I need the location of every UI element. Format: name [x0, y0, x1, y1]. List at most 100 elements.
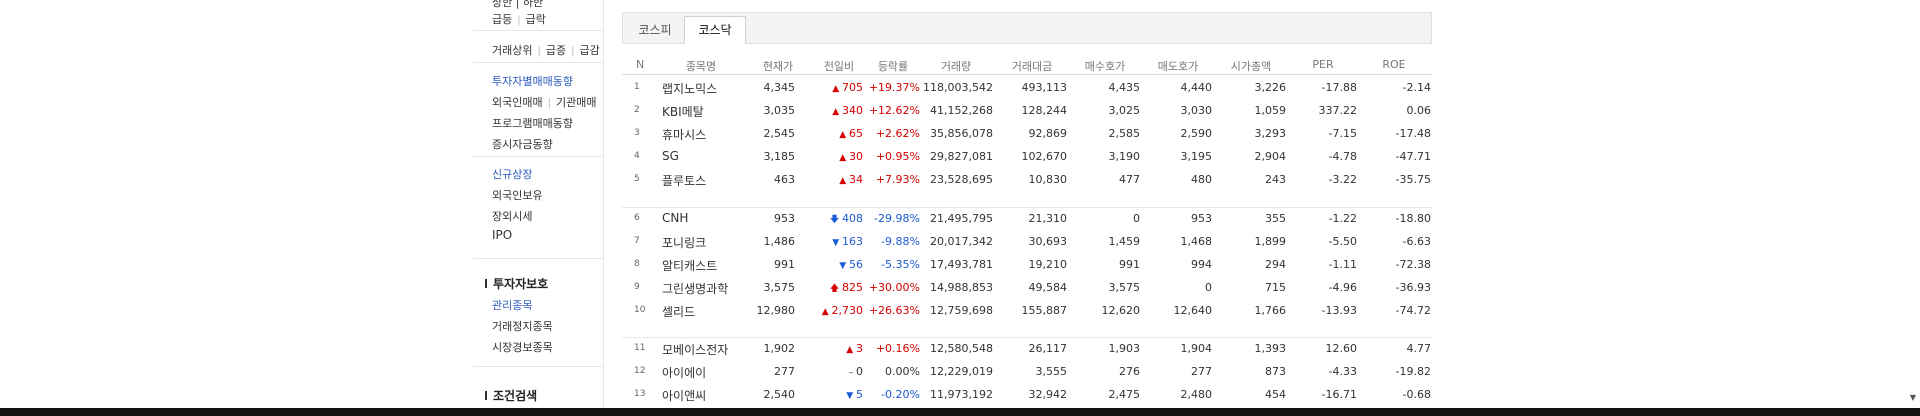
cell-row-number: 4	[634, 151, 640, 161]
cell-stock-name[interactable]: 휴마시스	[662, 128, 707, 142]
cell-stock-name[interactable]: CNH	[662, 211, 689, 225]
cell-per: 337.22	[1318, 104, 1358, 117]
column-header-trade-amount[interactable]: 거래대금	[1011, 60, 1053, 73]
cell-stock-name[interactable]: 알티캐스트	[662, 259, 718, 273]
cell-change-rate: -29.98%	[874, 212, 920, 225]
sidebar-item-investor-trade[interactable]: 투자자별매매동향	[492, 75, 573, 88]
cell-stock-name[interactable]: 셀리드	[662, 305, 696, 319]
sidebar-item-halted[interactable]: 거래정지종목	[492, 320, 553, 333]
cell-volume: 12,229,019	[930, 365, 993, 378]
cell-roe: 0.06	[1406, 104, 1432, 117]
column-header-per[interactable]: PER	[1312, 58, 1334, 71]
column-header-change[interactable]: 전일비	[823, 60, 855, 73]
up-arrow-icon: ▲	[832, 84, 842, 94]
cell-trade-amount: 10,830	[1028, 173, 1068, 186]
cell-stock-name[interactable]: 플루토스	[662, 174, 707, 188]
cell-change-rate: +7.93%	[875, 173, 920, 186]
cell-per: -3.22	[1328, 173, 1357, 186]
cell-change: ▼ 5	[846, 388, 863, 401]
sidebar-item-plunge[interactable]: 급락	[525, 13, 546, 26]
cell-row-number: 7	[634, 236, 640, 246]
column-header-stock-name[interactable]: 종목명	[685, 60, 717, 73]
cell-bid-price: 991	[1119, 258, 1140, 271]
up-arrow-icon: ▲	[832, 107, 842, 117]
sidebar-item-funds[interactable]: 증시자금동향	[492, 138, 553, 151]
sidebar-item-managed[interactable]: 관리종목	[492, 299, 533, 312]
cell-per: 12.60	[1325, 342, 1358, 355]
cell-stock-name[interactable]: 그린생명과학	[662, 282, 729, 296]
cell-stock-name[interactable]: KBI메탈	[662, 105, 704, 119]
column-header-bid-price[interactable]: 매수호가	[1084, 60, 1126, 73]
cell-volume: 41,152,268	[930, 104, 993, 117]
left-sidebar: 상한 | 하한 급등 | 급락 거래상위 | 급증 | 급감 투자자별매매동향 외국인매매 |…	[473, 0, 604, 416]
cell-trade-amount: 3,555	[1035, 365, 1068, 378]
cell-change: ▲ 705	[832, 81, 863, 94]
cell-row-number: 11	[634, 343, 646, 353]
cell-bid-price: 276	[1119, 365, 1140, 378]
cell-current-price: 953	[774, 212, 795, 225]
column-header-row-number[interactable]: N	[636, 58, 645, 71]
column-header-change-rate[interactable]: 등락률	[877, 60, 909, 73]
cell-current-price: 1,902	[763, 342, 796, 355]
cell-stock-name[interactable]: 랩지노믹스	[662, 82, 718, 96]
scroll-down-icon[interactable]: ▼	[1909, 393, 1916, 402]
cell-per: -1.11	[1328, 258, 1357, 271]
cell-volume: 118,003,542	[923, 81, 993, 94]
cell-ask-price: 3,195	[1180, 150, 1213, 163]
taskbar	[0, 408, 1920, 416]
cell-stock-name[interactable]: 모베이스전자	[662, 343, 729, 357]
sidebar-item-foreign-hold[interactable]: 외국인보유	[492, 189, 543, 202]
change-value: 0	[856, 365, 863, 378]
sidebar-item-surge[interactable]: 급등	[492, 13, 513, 26]
sidebar-item-program[interactable]: 프로그램매매동향	[492, 117, 573, 130]
change-value: 2,730	[831, 304, 864, 317]
sidebar-volume-group: 거래상위 | 급증 | 급감	[492, 44, 600, 57]
cell-current-price: 991	[774, 258, 795, 271]
tab-kospi[interactable]: 코스피	[638, 23, 672, 37]
sidebar-divider	[473, 156, 603, 157]
cell-change-rate: +0.95%	[875, 150, 920, 163]
cell-current-price: 3,185	[763, 150, 796, 163]
sidebar-heading-search: 조건검색	[485, 387, 537, 404]
sidebar-item-volume-top[interactable]: 거래상위	[492, 44, 533, 57]
column-header-ask-price[interactable]: 매도호가	[1157, 60, 1199, 73]
cell-stock-name[interactable]: 아이앤씨	[662, 389, 707, 403]
cell-bid-price: 2,585	[1108, 127, 1141, 140]
cell-stock-name[interactable]: 아이에이	[662, 366, 707, 380]
sidebar-item-ipo[interactable]: IPO	[492, 228, 513, 242]
cell-volume: 23,528,695	[930, 173, 993, 186]
cell-stock-name[interactable]: 포니링크	[662, 236, 707, 250]
cell-trade-amount: 102,670	[1021, 150, 1068, 163]
cell-trade-amount: 26,117	[1028, 342, 1068, 355]
cell-trade-amount: 155,887	[1021, 304, 1068, 317]
sidebar-item-foreign-trade[interactable]: 외국인매매	[492, 96, 543, 109]
sidebar-item-otc[interactable]: 장외시세	[492, 210, 533, 223]
cell-bid-price: 12,620	[1101, 304, 1141, 317]
cell-current-price: 12,980	[756, 304, 796, 317]
cell-change: ▼ 163	[832, 235, 863, 248]
cell-stock-name[interactable]: SG	[662, 149, 679, 163]
cell-market-cap: 1,393	[1254, 342, 1287, 355]
sidebar-item-inst-trade[interactable]: 기관매매	[555, 96, 597, 109]
cell-market-cap: 1,766	[1254, 304, 1287, 317]
cell-volume: 12,759,698	[930, 304, 993, 317]
column-header-current-price[interactable]: 현재가	[762, 60, 794, 73]
sidebar-item-volume-surge[interactable]: 급증	[545, 44, 567, 57]
up-arrow-icon: ▲	[839, 130, 849, 140]
cell-ask-price: 1,468	[1180, 235, 1213, 248]
tab-kosdaq[interactable]: 코스닥	[684, 16, 746, 44]
cell-row-number: 13	[634, 389, 646, 399]
sidebar-item-new-listing[interactable]: 신규상장	[492, 168, 533, 181]
down-arrow-icon: ▼	[839, 261, 849, 271]
sidebar-item-warning[interactable]: 시장경보종목	[492, 341, 553, 354]
sidebar-item-volume-drop[interactable]: 급감	[579, 44, 600, 57]
cell-market-cap: 3,226	[1254, 81, 1287, 94]
column-header-roe[interactable]: ROE	[1382, 58, 1406, 71]
down-arrow-icon: ▼	[832, 238, 842, 248]
cell-volume: 12,580,548	[930, 342, 993, 355]
column-header-volume[interactable]: 거래량	[940, 60, 972, 73]
cell-trade-amount: 128,244	[1021, 104, 1068, 117]
header-divider	[622, 74, 1432, 75]
column-header-market-cap[interactable]: 시가총액	[1230, 60, 1272, 73]
sidebar-cut-item[interactable]: 상한 | 하한	[492, 0, 544, 9]
